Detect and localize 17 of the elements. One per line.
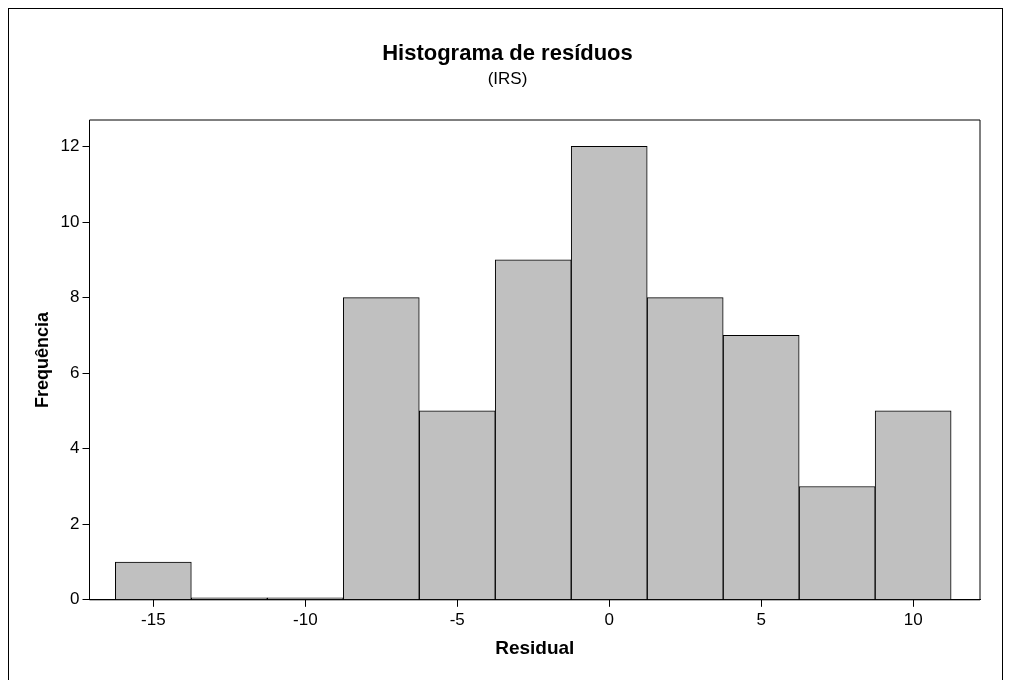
chart-title: Histograma de resíduos — [381, 40, 634, 66]
x-tick-label: 5 — [756, 609, 766, 629]
chart-subtitle: (IRS) — [486, 69, 529, 89]
x-axis-title: Residual — [495, 636, 575, 658]
y-tick-label: 0 — [70, 589, 80, 609]
y-tick-label: 10 — [60, 211, 80, 231]
x-tick-label: -15 — [141, 609, 166, 629]
y-tick-label: 4 — [70, 438, 80, 458]
x-tick-label: 0 — [604, 609, 614, 629]
y-tick-label: 2 — [70, 513, 80, 533]
y-tick-label: 12 — [60, 136, 80, 156]
x-tick-label: -5 — [449, 609, 465, 629]
y-axis-title: Frequência — [31, 310, 52, 408]
x-tick-label: -10 — [293, 609, 318, 629]
y-tick-label: 6 — [70, 362, 80, 382]
y-tick-label: 8 — [70, 287, 80, 307]
x-tick-label: 10 — [903, 609, 923, 629]
